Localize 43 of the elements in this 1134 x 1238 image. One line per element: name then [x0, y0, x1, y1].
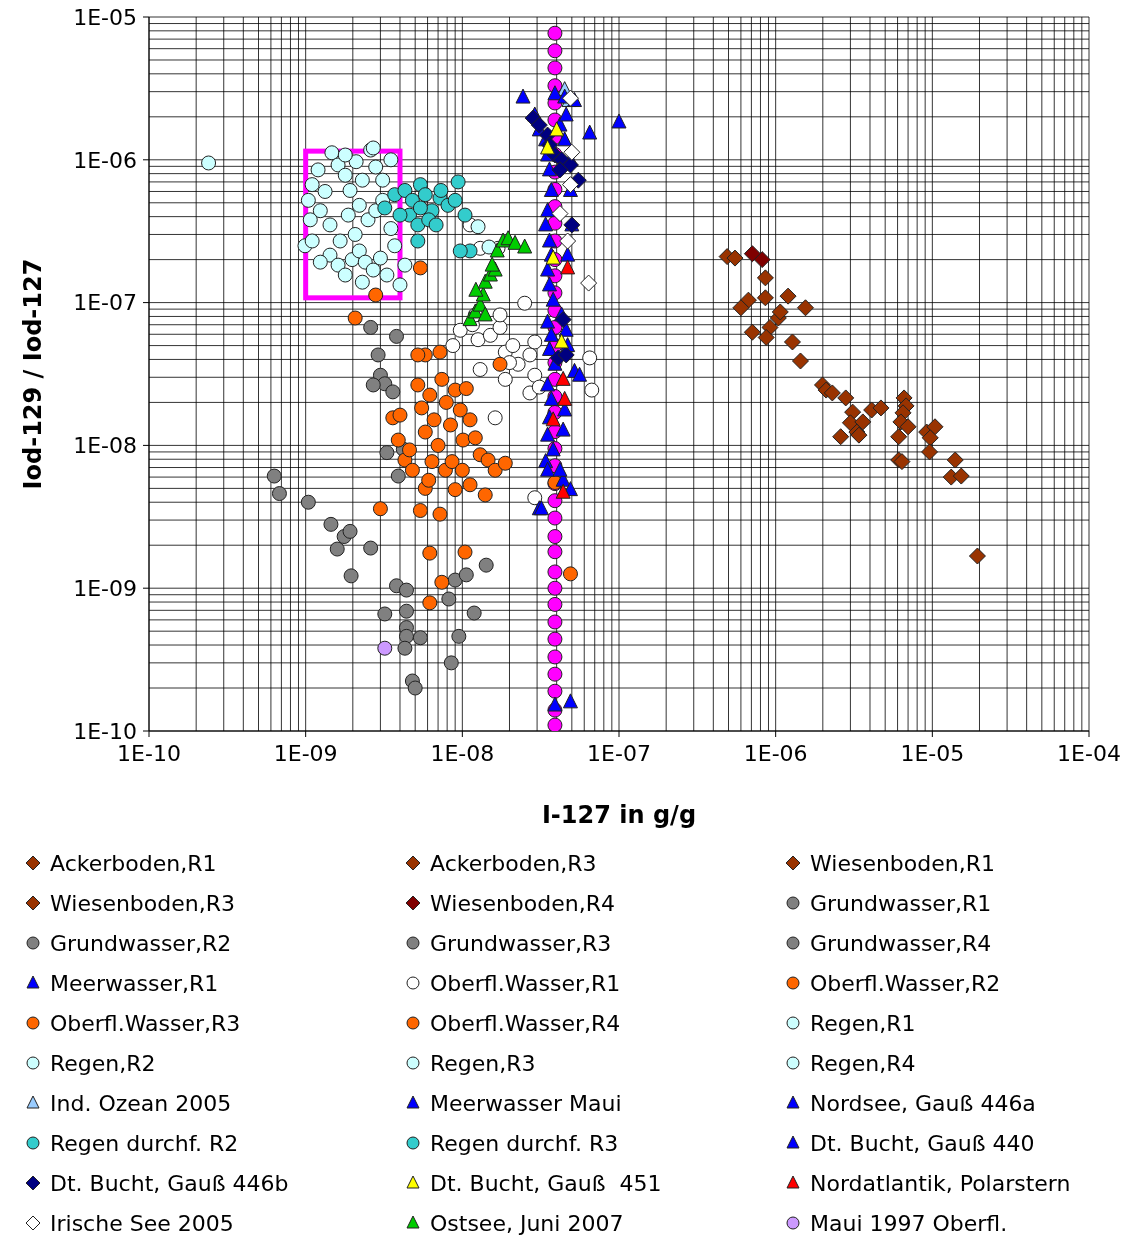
x-tick-label: 1E-04 [1057, 740, 1121, 766]
legend-label: Grundwasser,R2 [50, 930, 232, 956]
legend-label: Wiesenboden,R1 [810, 850, 996, 876]
legend-label: Oberfl.Wasser,R2 [810, 970, 1001, 996]
legend-label: Oberfl.Wasser,R3 [50, 1010, 241, 1036]
y-tick-label: 1E-08 [73, 433, 137, 459]
legend-label: Grundwasser,R4 [810, 930, 992, 956]
x-axis-title: I-127 in g/g [541, 801, 697, 829]
legend-label: Grundwasser,R3 [430, 930, 612, 956]
legend-label: Regen durchf. R3 [430, 1130, 619, 1156]
legend-label: Irische See 2005 [50, 1210, 234, 1236]
x-tick-label: 1E-06 [743, 740, 808, 766]
y-tick-label: 1E-06 [73, 147, 137, 173]
legend-label: Regen,R1 [810, 1010, 916, 1036]
legend-label: Meerwasser,R1 [50, 970, 219, 996]
legend-label: Regen,R3 [430, 1050, 536, 1076]
legend-label: Oberfl.Wasser,R4 [430, 1010, 621, 1036]
x-tick-label: 1E-05 [900, 740, 965, 766]
legend-label: Dt. Bucht, Gauß 451 [430, 1170, 662, 1196]
legend-label: Nordatlantik, Polarstern [810, 1170, 1071, 1196]
legend-label: Wiesenboden,R3 [50, 890, 236, 916]
y-tick-label: 1E-09 [73, 576, 137, 602]
legend-label: Nordsee, Gauß 446a [810, 1090, 1036, 1116]
legend-label: Wiesenboden,R4 [430, 890, 616, 916]
x-tick-label: 1E-08 [430, 740, 495, 766]
legend-label: Regen durchf. R2 [50, 1130, 239, 1156]
y-tick-label: 1E-05 [73, 4, 137, 30]
legend-label: Ackerboden,R3 [430, 850, 597, 876]
legend-label: Dt. Bucht, Gauß 440 [810, 1130, 1035, 1156]
legend-label: Ostsee, Juni 2007 [430, 1210, 624, 1236]
y-tick-label: 1E-07 [73, 290, 137, 316]
x-tick-label: 1E-09 [273, 740, 338, 766]
legend-label: Maui 1997 Oberfl. [810, 1210, 1008, 1236]
x-tick-label: 1E-07 [587, 740, 651, 766]
y-axis-title: Iod-129 / Iod-127 [18, 258, 47, 490]
legend-label: Oberfl.Wasser,R1 [430, 970, 621, 996]
legend-label: Meerwasser Maui [430, 1090, 622, 1116]
legend-label: Ackerboden,R1 [50, 850, 217, 876]
legend-label: Grundwasser,R1 [810, 890, 992, 916]
legend-label: Dt. Bucht, Gauß 446b [50, 1170, 289, 1196]
legend-label: Regen,R4 [810, 1050, 916, 1076]
legend-label: Regen,R2 [50, 1050, 156, 1076]
legend-label: Ind. Ozean 2005 [50, 1090, 232, 1116]
